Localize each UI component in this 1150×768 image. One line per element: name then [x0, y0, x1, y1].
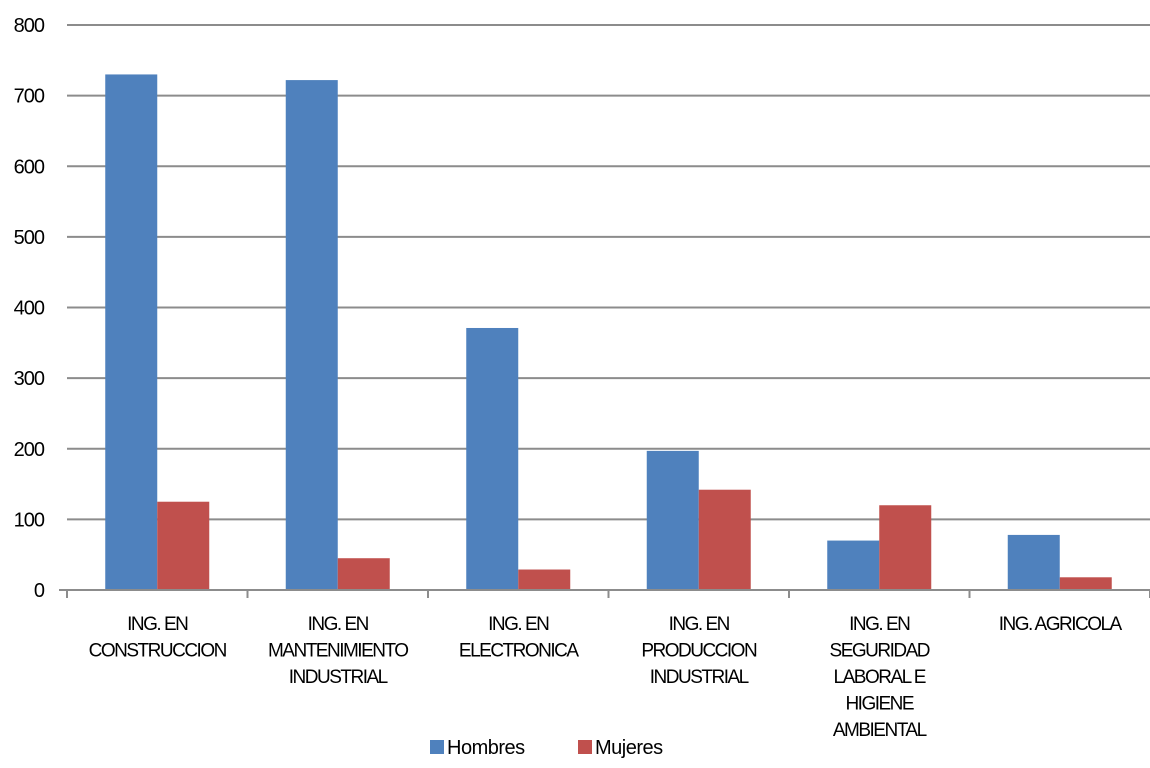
category-label-line: ING. EN — [488, 614, 549, 635]
category-label-line: ELECTRONICA — [459, 641, 579, 662]
bar-mujeres-2 — [518, 569, 571, 590]
y-tick-label: 300 — [14, 368, 45, 390]
category-label: ING. EN CONSTRUCCION — [89, 614, 227, 662]
y-tick-label: 400 — [14, 298, 45, 320]
category-label: ING. EN ELECTRONICA — [459, 614, 579, 662]
category-label-line: AMBIENTAL — [833, 720, 927, 741]
y-axis-tick-labels: 0 100 200 300 400 500 600 700 800 — [14, 15, 46, 602]
y-tick-label: 800 — [14, 15, 45, 37]
bar-mujeres-1 — [337, 558, 390, 590]
y-tick-label: 200 — [14, 439, 45, 461]
y-tick-label: 0 — [34, 580, 45, 602]
bar-hombres-2 — [466, 327, 519, 590]
legend-swatch-mujeres — [578, 740, 592, 754]
x-axis — [59, 589, 1150, 598]
legend-swatch-hombres — [430, 740, 444, 754]
bar-hombres-3 — [646, 450, 699, 590]
category-label-line: INDUSTRIAL — [650, 667, 749, 688]
category-label-line: PRODUCCION — [641, 641, 757, 662]
category-label-line: ING. EN — [127, 614, 188, 635]
category-label-line: CONSTRUCCION — [89, 641, 227, 662]
category-label-line: ING. AGRICOLA — [999, 614, 1123, 635]
category-label-line: INDUSTRIAL — [289, 667, 388, 688]
category-label-line: HIGIENE — [845, 694, 913, 715]
category-label-line: ING. EN — [308, 614, 369, 635]
bar-mujeres-4 — [879, 505, 932, 590]
y-tick-label: 600 — [14, 156, 45, 178]
category-label-line: LABORAL E — [834, 667, 926, 688]
category-label: ING. EN MANTENIMIENTO INDUSTRIAL — [268, 614, 408, 688]
y-tick-label: 700 — [14, 86, 45, 108]
category-label: ING. AGRICOLA — [999, 614, 1123, 635]
bar-hombres-1 — [285, 80, 338, 591]
y-tick-label: 100 — [14, 509, 45, 531]
legend-label-hombres: Hombres — [447, 737, 525, 759]
legend: Hombres Mujeres — [430, 737, 664, 759]
category-label-line: MANTENIMIENTO — [268, 641, 408, 662]
bars — [105, 74, 1112, 591]
bar-hombres-5 — [1007, 534, 1060, 590]
legend-label-mujeres: Mujeres — [595, 737, 663, 759]
category-label: ING. EN PRODUCCION INDUSTRIAL — [641, 614, 757, 688]
bar-hombres-4 — [827, 540, 880, 590]
bar-mujeres-5 — [1059, 577, 1112, 590]
gridlines — [67, 24, 1150, 521]
category-label-line: ING. EN — [849, 614, 910, 635]
category-label: ING. EN SEGURIDAD LABORAL E HIGIENE AMBIENTA… — [830, 614, 930, 741]
y-tick-label: 500 — [14, 227, 45, 249]
category-label-line: ING. EN — [669, 614, 730, 635]
bar-mujeres-0 — [157, 501, 210, 590]
bar-hombres-0 — [105, 74, 158, 590]
category-label-line: SEGURIDAD — [830, 641, 930, 662]
bar-mujeres-3 — [698, 489, 751, 590]
